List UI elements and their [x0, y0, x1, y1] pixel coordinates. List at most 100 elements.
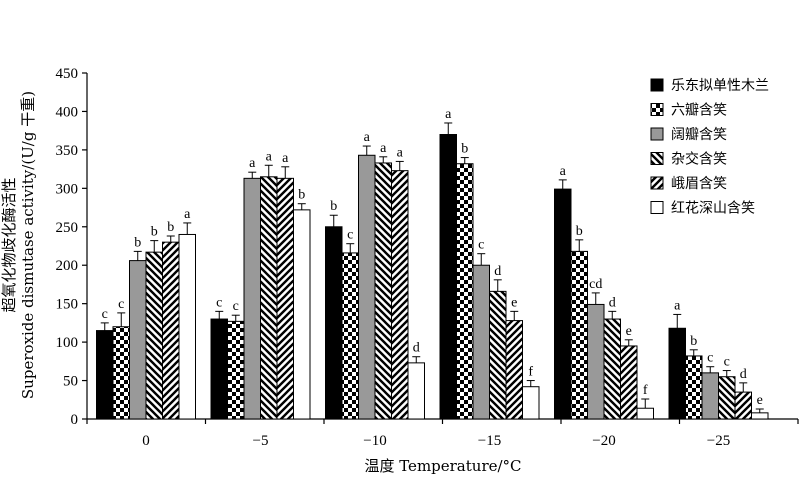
bar	[391, 170, 409, 420]
bar	[293, 209, 311, 420]
legend-swatch	[650, 176, 664, 190]
legend-label: 红花深山含笑	[671, 201, 755, 217]
y-axis-title-cn: 超氧化物歧化酶活性	[0, 177, 18, 312]
bar	[341, 252, 359, 420]
y-tick-label: 400	[56, 104, 79, 120]
x-axis-title: 温度 Temperature/°C	[364, 457, 521, 475]
legend-swatch	[650, 103, 664, 116]
bar	[505, 320, 523, 420]
bar	[718, 376, 736, 420]
bar	[489, 290, 507, 420]
significance-letter: c	[118, 297, 124, 312]
significance-letter: cd	[589, 277, 602, 292]
bar	[751, 412, 769, 420]
y-tick-label: 100	[56, 335, 79, 351]
bar	[685, 355, 703, 420]
significance-letter: b	[461, 142, 468, 157]
significance-letter: b	[134, 235, 141, 250]
significance-letter: b	[151, 225, 158, 240]
bar	[456, 163, 474, 420]
significance-letter: a	[674, 298, 681, 313]
legend-swatch	[650, 152, 664, 165]
bar	[570, 250, 588, 420]
bar	[587, 303, 605, 420]
significance-letter: c	[707, 351, 713, 366]
significance-letter: a	[380, 141, 387, 156]
significance-letter: a	[364, 130, 371, 145]
significance-letter: c	[478, 238, 484, 253]
y-axis-title-en: Superoxide dismutase activity/(U/g 干重)	[19, 91, 37, 399]
significance-letter: b	[576, 224, 583, 239]
significance-letter: d	[740, 367, 747, 382]
y-tick-label: 450	[56, 66, 79, 82]
bar	[472, 264, 490, 420]
significance-letter: c	[724, 355, 730, 370]
y-tick-label: 150	[56, 297, 79, 313]
significance-letter: f	[643, 383, 648, 398]
bar	[145, 251, 163, 420]
legend-label: 乐东拟单性木兰	[671, 78, 769, 94]
x-tick-label: −15	[478, 433, 501, 449]
significance-letter: c	[347, 228, 353, 243]
bar	[325, 226, 343, 420]
bar	[734, 391, 752, 420]
bar	[439, 134, 457, 420]
legend-swatch	[650, 127, 664, 141]
significance-letter: b	[167, 220, 174, 235]
bar	[701, 372, 719, 420]
legend-label: 峨眉含笑	[671, 176, 727, 192]
x-tick-label: 0	[142, 433, 150, 449]
significance-letter: a	[184, 207, 191, 222]
bar	[260, 176, 278, 420]
legend-swatch	[650, 201, 664, 214]
x-tick-label: −25	[707, 433, 730, 449]
significance-letter: a	[249, 156, 256, 171]
bar	[554, 188, 572, 420]
bar	[227, 320, 245, 420]
bar	[358, 154, 376, 420]
x-tick-label: −20	[592, 433, 615, 449]
bar	[112, 326, 130, 420]
significance-letter: a	[266, 149, 273, 164]
y-tick-label: 50	[63, 374, 78, 390]
legend-label: 阔瓣含笑	[671, 127, 727, 143]
bar	[210, 318, 228, 420]
x-tick-label: −10	[363, 433, 386, 449]
significance-letter: c	[102, 307, 108, 322]
significance-letter: c	[233, 299, 239, 314]
significance-letter: e	[757, 393, 763, 408]
bar	[407, 362, 425, 420]
bar	[522, 386, 540, 420]
significance-letter: d	[494, 264, 501, 279]
y-tick-label: 300	[56, 181, 79, 197]
bar	[129, 260, 147, 420]
bar	[162, 241, 180, 420]
significance-letter: e	[511, 295, 517, 310]
bar	[178, 233, 196, 420]
legend-swatch	[650, 78, 664, 92]
significance-letter: a	[445, 107, 452, 122]
y-tick-label: 0	[71, 412, 79, 428]
bar	[636, 407, 654, 420]
bar	[96, 330, 114, 420]
significance-letter: b	[298, 188, 305, 203]
significance-letter: a	[282, 151, 289, 166]
y-tick-label: 200	[56, 258, 79, 274]
y-tick-label: 250	[56, 220, 79, 236]
bar	[668, 327, 686, 420]
y-tick-label: 350	[56, 143, 79, 159]
bar	[243, 177, 261, 420]
significance-letter: b	[690, 334, 697, 349]
significance-letter: b	[330, 199, 337, 214]
bar	[276, 177, 294, 420]
significance-letter: d	[609, 295, 616, 310]
bar	[603, 318, 621, 420]
significance-letter: c	[216, 295, 222, 310]
bar	[620, 345, 638, 420]
significance-letter: e	[626, 324, 632, 339]
plot-area: 0 50 100 150 200 250 300 350 400 450 0 −5 −10 −15 −20 −…	[56, 66, 799, 449]
bar	[374, 162, 392, 420]
significance-letter: f	[528, 365, 533, 380]
